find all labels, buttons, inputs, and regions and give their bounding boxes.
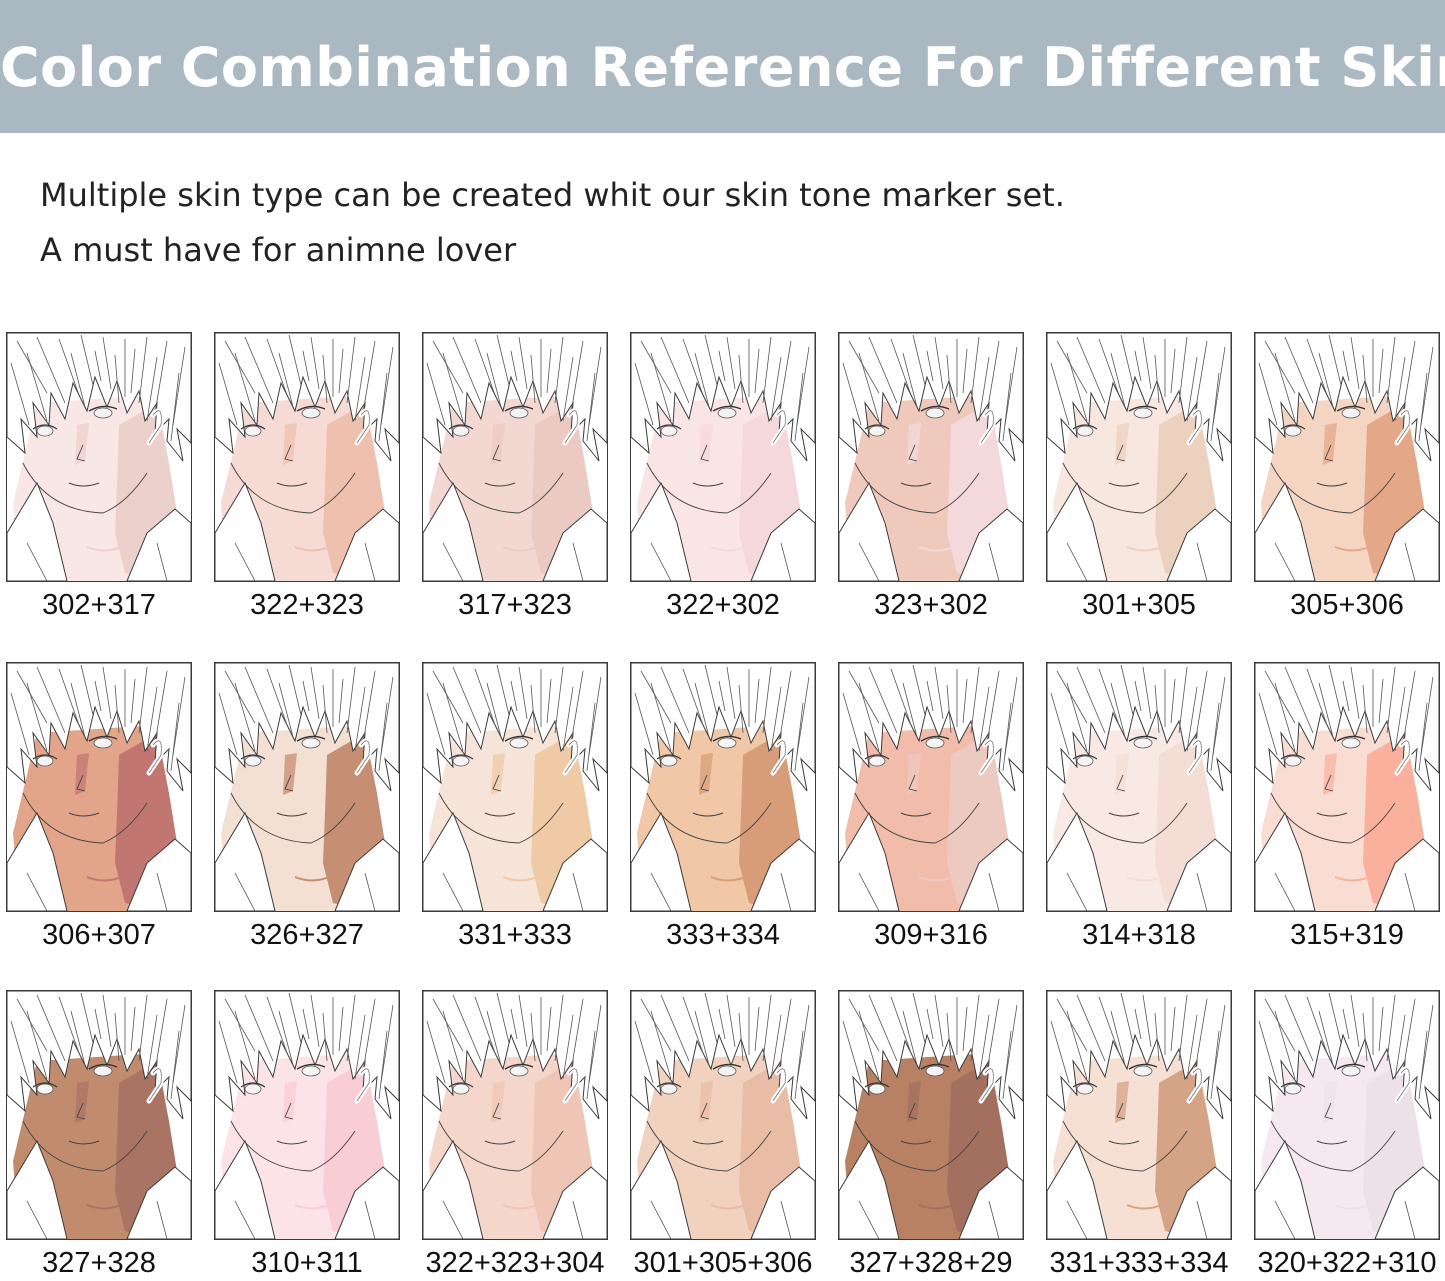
combination-label: 301+305+306	[633, 1247, 813, 1279]
portrait-illustration	[1255, 333, 1439, 581]
portrait-frame	[838, 990, 1024, 1240]
portrait-frame	[6, 332, 192, 582]
intro-line-2: A must have for animne lover	[40, 231, 517, 269]
portrait-frame	[6, 662, 192, 912]
intro-line-1: Multiple skin type can be created whit o…	[40, 176, 1065, 214]
portrait-illustration	[215, 991, 399, 1239]
combination-label: 333+334	[666, 919, 780, 951]
portrait-illustration	[1255, 663, 1439, 911]
combination-label: 302+317	[42, 589, 156, 621]
combination-label: 314+318	[1082, 919, 1196, 951]
combination-label: 306+307	[42, 919, 156, 951]
portrait-illustration	[1255, 991, 1439, 1239]
title-banner: Color Combination Reference For Differen…	[0, 0, 1445, 133]
portrait-frame	[630, 990, 816, 1240]
portrait-frame	[1046, 332, 1232, 582]
portrait-illustration	[1047, 991, 1231, 1239]
portrait-illustration	[215, 663, 399, 911]
combination-label: 331+333+334	[1049, 1247, 1229, 1279]
combination-label: 309+316	[874, 919, 988, 951]
intro-text: Multiple skin type can be created whit o…	[40, 168, 1420, 278]
combination-label: 320+322+310	[1257, 1247, 1437, 1279]
portrait-frame	[1254, 990, 1440, 1240]
portrait-illustration	[423, 663, 607, 911]
combination-label: 327+328+29	[849, 1247, 1013, 1279]
portrait-frame	[422, 662, 608, 912]
combination-label: 301+305	[1082, 589, 1196, 621]
combination-label: 315+319	[1290, 919, 1404, 951]
portrait-frame	[422, 332, 608, 582]
portrait-illustration	[1047, 333, 1231, 581]
portrait-frame	[422, 990, 608, 1240]
portrait-illustration	[423, 991, 607, 1239]
portrait-illustration	[839, 663, 1023, 911]
portrait-illustration	[7, 663, 191, 911]
portrait-frame	[214, 662, 400, 912]
combination-label: 322+323	[250, 589, 364, 621]
portrait-frame	[1254, 662, 1440, 912]
portrait-frame	[214, 332, 400, 582]
combination-label: 317+323	[458, 589, 572, 621]
portrait-frame	[630, 332, 816, 582]
portrait-illustration	[1047, 663, 1231, 911]
combination-label: 310+311	[251, 1247, 363, 1279]
portrait-frame	[1046, 662, 1232, 912]
combination-label: 323+302	[874, 589, 988, 621]
portrait-frame	[630, 662, 816, 912]
combination-label: 322+302	[666, 589, 780, 621]
portrait-frame	[838, 332, 1024, 582]
swatch-grid: 302+317 322+323 317+323 322+302 323+302 301+3…	[6, 332, 1442, 1279]
combination-label: 305+306	[1290, 589, 1404, 621]
portrait-illustration	[839, 333, 1023, 581]
portrait-illustration	[215, 333, 399, 581]
portrait-frame	[1254, 332, 1440, 582]
portrait-frame	[6, 990, 192, 1240]
portrait-frame	[1046, 990, 1232, 1240]
combination-label: 331+333	[458, 919, 572, 951]
portrait-illustration	[839, 991, 1023, 1239]
portrait-illustration	[7, 333, 191, 581]
combination-label: 326+327	[250, 919, 364, 951]
portrait-illustration	[631, 991, 815, 1239]
portrait-illustration	[631, 333, 815, 581]
portrait-illustration	[631, 663, 815, 911]
portrait-illustration	[7, 991, 191, 1239]
combination-label: 322+323+304	[425, 1247, 605, 1279]
page-title: Color Combination Reference For Differen…	[0, 36, 1445, 99]
portrait-frame	[214, 990, 400, 1240]
portrait-illustration	[423, 333, 607, 581]
combination-label: 327+328	[42, 1247, 156, 1279]
portrait-frame	[838, 662, 1024, 912]
